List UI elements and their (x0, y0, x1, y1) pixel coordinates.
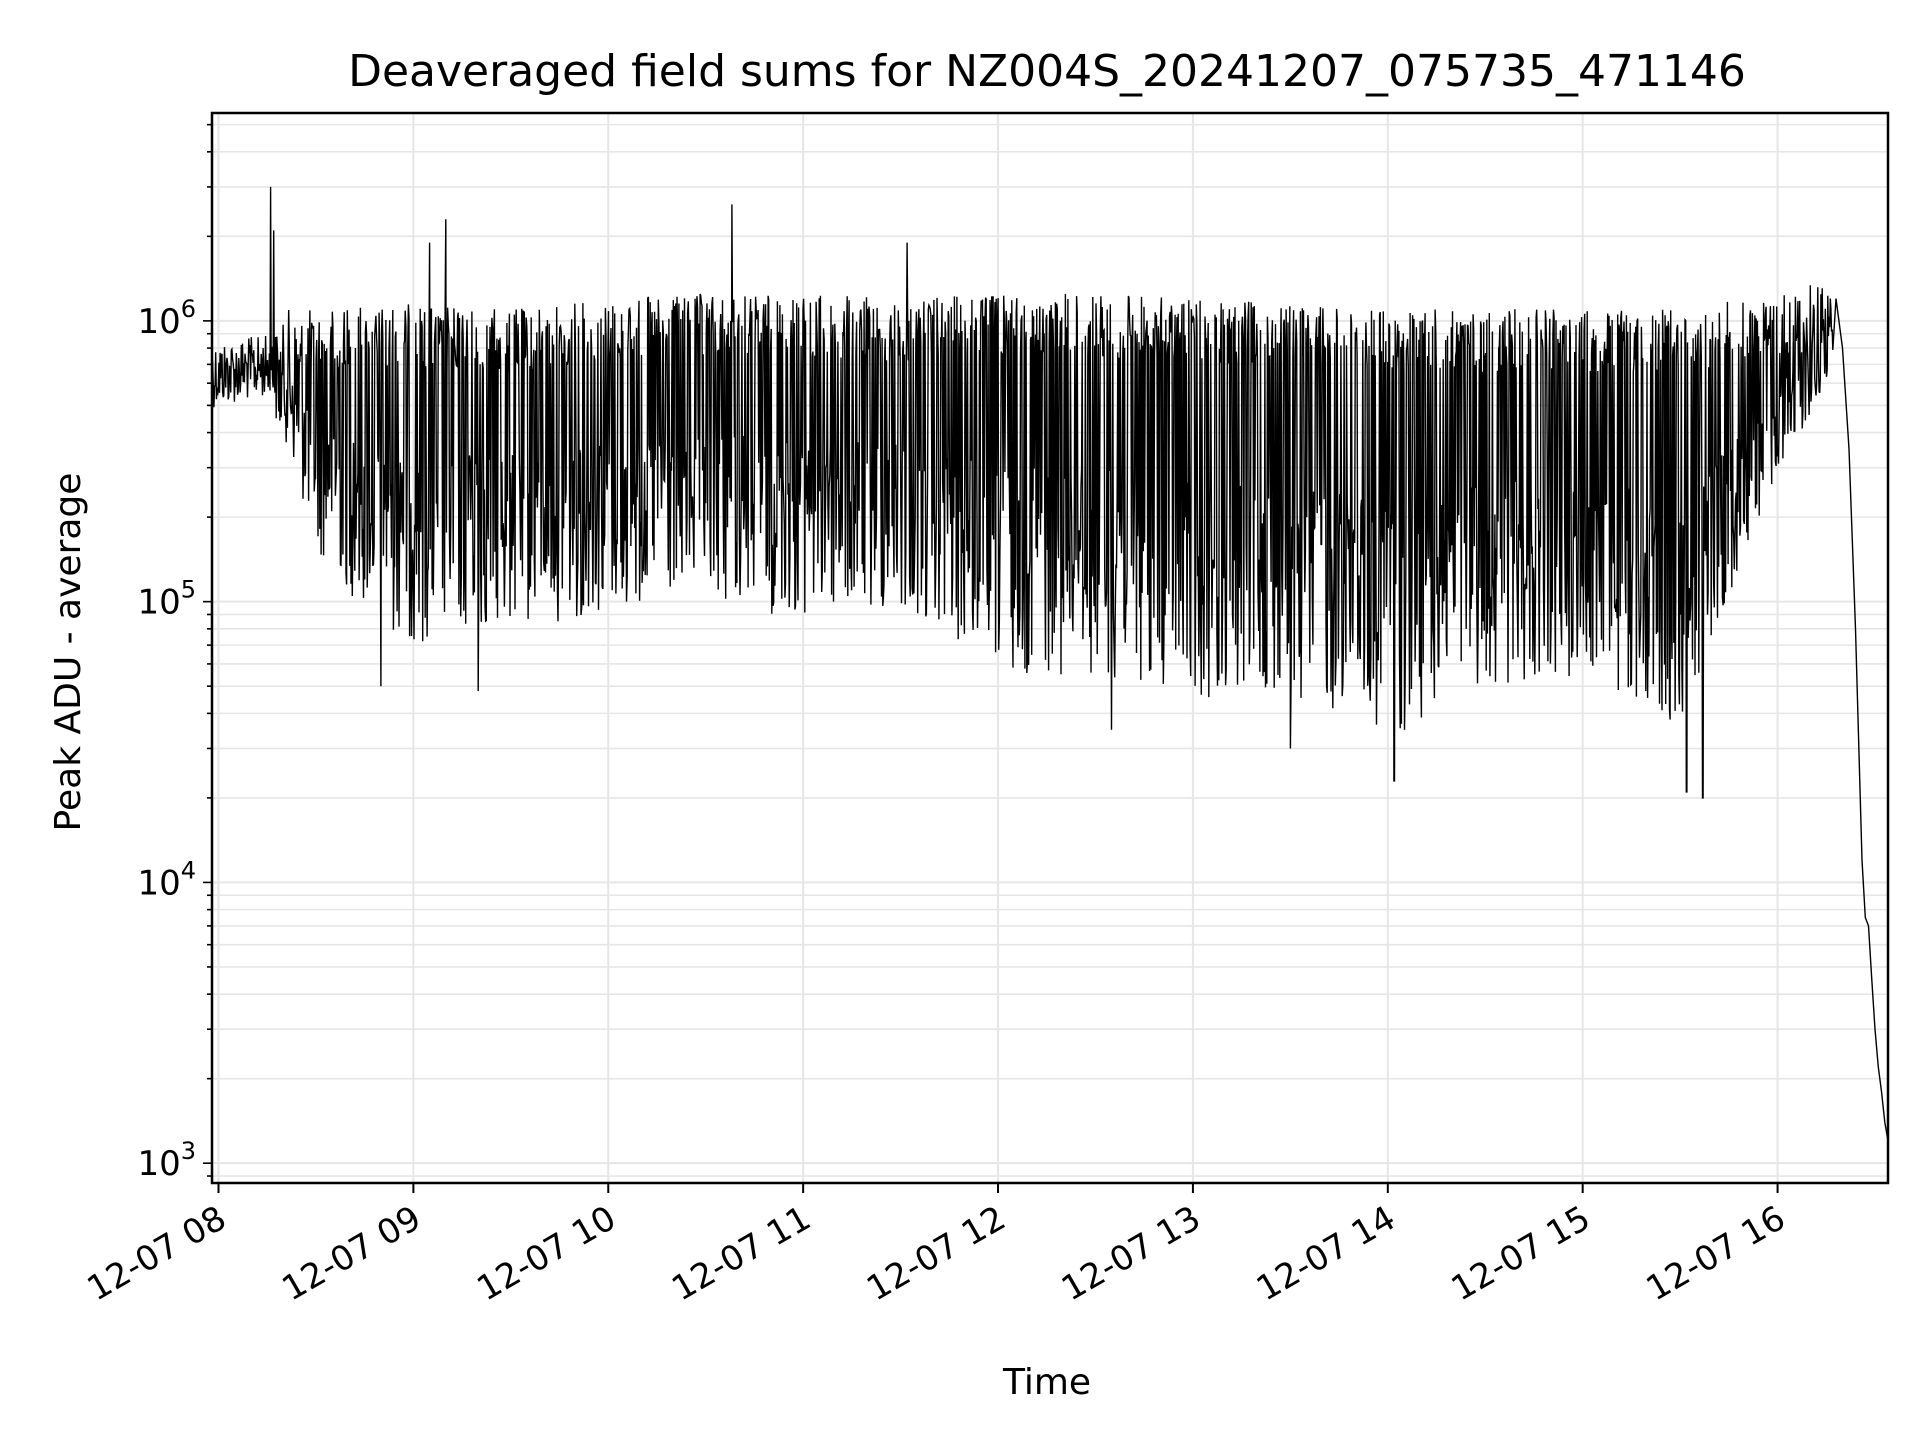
y-axis-label: Peak ADU - average (48, 473, 89, 832)
data-series (211, 186, 1889, 1142)
y-tick-exponent: 4 (181, 856, 196, 884)
y-tick-base: 10 (137, 863, 180, 903)
y-tick-base: 10 (137, 302, 180, 342)
y-tick-label: 103 (137, 1137, 196, 1184)
y-tick-exponent: 5 (181, 576, 196, 604)
y-tick-label: 106 (137, 295, 196, 342)
y-tick-label: 104 (137, 856, 196, 903)
y-tick-base: 10 (137, 1144, 180, 1184)
plot-frame (210, 111, 1890, 1185)
series-line (211, 186, 1889, 1142)
y-tick-exponent: 3 (181, 1137, 196, 1165)
chart-title: Deaveraged field sums for NZ004S_2024120… (348, 46, 1746, 97)
y-tick-exponent: 6 (181, 295, 196, 323)
y-tick-label: 105 (137, 576, 196, 623)
x-axis-label: Time (1002, 1362, 1091, 1403)
y-tick-base: 10 (137, 583, 180, 623)
